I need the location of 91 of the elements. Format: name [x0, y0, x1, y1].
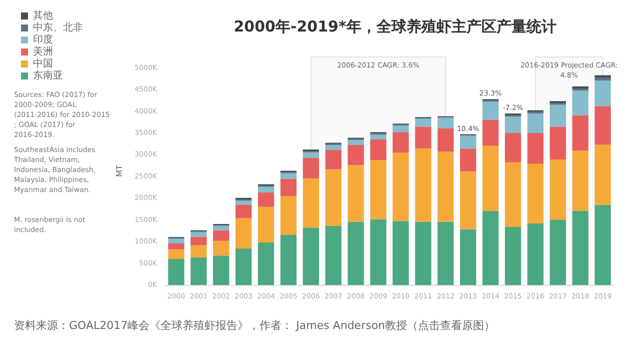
bar [348, 222, 364, 285]
bar [302, 228, 320, 285]
bar [482, 120, 499, 146]
bar [438, 128, 454, 152]
bar [594, 80, 611, 106]
bar [190, 236, 207, 246]
bar [572, 90, 588, 116]
bar [392, 152, 409, 222]
bar [594, 106, 611, 145]
bar [325, 144, 342, 150]
bar [325, 169, 342, 226]
bar [415, 118, 432, 127]
y-axis-title: MT [115, 164, 124, 177]
legend-label: 东南亚 [33, 70, 63, 82]
bar [438, 152, 454, 222]
bar [504, 162, 522, 228]
bar [370, 219, 386, 285]
bar [550, 104, 566, 127]
bar [504, 116, 522, 133]
bar [348, 144, 364, 166]
bar [370, 134, 386, 140]
bar [550, 159, 566, 220]
bar [280, 173, 297, 179]
bar [460, 136, 476, 149]
bar [213, 230, 230, 241]
bar [370, 140, 386, 160]
bar [392, 221, 409, 285]
bar [415, 148, 432, 222]
bar [460, 148, 476, 172]
bar [550, 220, 566, 285]
bar [438, 118, 454, 128]
bar [482, 210, 499, 285]
bar [438, 222, 454, 285]
bar [325, 226, 342, 285]
bar [280, 235, 297, 285]
bar [482, 102, 499, 120]
bar [213, 226, 230, 230]
bar [504, 133, 522, 162]
bar [550, 126, 566, 160]
bar [572, 210, 588, 285]
bar [258, 192, 274, 207]
bar [572, 115, 588, 151]
bar [594, 78, 611, 80]
bar [168, 249, 184, 259]
bar [527, 113, 544, 133]
bar [415, 222, 432, 285]
bar [168, 258, 184, 285]
bar [504, 227, 522, 285]
bar [168, 238, 184, 244]
bar [527, 164, 544, 224]
legend-label: 中东、北非 [33, 22, 83, 34]
bar [280, 178, 297, 196]
bar [594, 204, 611, 285]
bar [190, 232, 207, 237]
bar [302, 152, 320, 158]
text: 资料来源：GOAL2017峰会《全球养殖虾报告》，作者： James Anderson教授（点击查看原图） [14, 319, 496, 332]
bar [594, 75, 611, 78]
bar [572, 150, 588, 211]
bar [460, 229, 476, 285]
bar [392, 132, 409, 153]
bar [235, 248, 252, 285]
bar [325, 150, 342, 170]
bar [594, 144, 611, 205]
bar [348, 165, 364, 222]
legend-label: 美洲 [33, 46, 53, 58]
bar [258, 206, 274, 242]
bar [190, 257, 207, 285]
bar [190, 245, 207, 258]
bar [482, 146, 499, 211]
bar [460, 171, 476, 230]
bar [213, 240, 230, 256]
bar [302, 178, 320, 228]
bar [168, 244, 184, 250]
bar [527, 133, 544, 164]
legend-label: 中国 [33, 58, 53, 70]
bar [235, 200, 252, 205]
bar [258, 242, 274, 285]
bar [348, 140, 364, 145]
bar [235, 204, 252, 218]
bar [235, 218, 252, 249]
bar [258, 186, 274, 192]
legend-label: 印度 [33, 34, 53, 46]
bar [392, 126, 409, 132]
bar [302, 158, 320, 178]
chart-title: 2000年-2019*年，全球养殖虾主产区产量统计 [234, 18, 556, 36]
bar [370, 160, 386, 220]
bar [415, 126, 432, 148]
bar [213, 256, 230, 285]
bar [527, 224, 544, 285]
legend-label: 其他 [33, 10, 53, 22]
bar [280, 196, 297, 236]
